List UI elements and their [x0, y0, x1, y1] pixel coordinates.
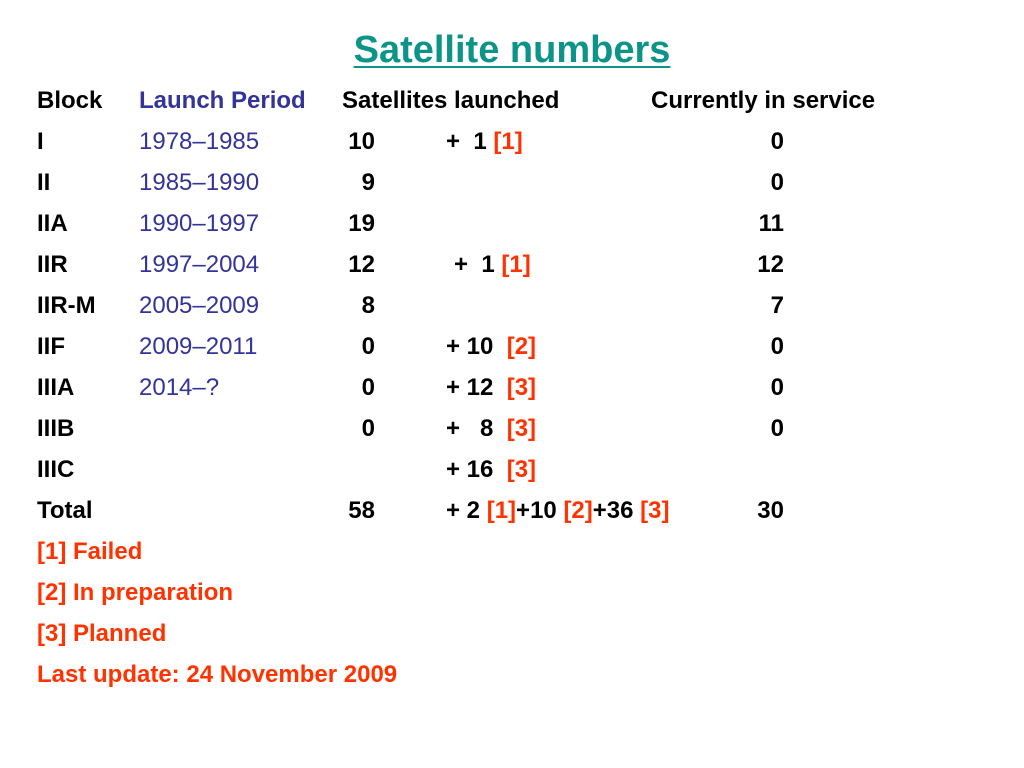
- period-cell: 1997–2004: [139, 251, 260, 278]
- total-label: Total: [37, 497, 93, 524]
- extra-count: + 1: [446, 128, 494, 155]
- service-cell: 0: [770, 415, 784, 442]
- extra-launch-cell: + 1 [1]: [446, 123, 523, 161]
- launched-cell: 0: [361, 374, 375, 401]
- launched-cell: 0: [361, 415, 375, 442]
- reference-note: [3]: [506, 415, 537, 442]
- service-cell: 0: [770, 128, 784, 155]
- reference-note: [1]: [493, 128, 523, 155]
- table-row: IIIC + 16 [3]: [0, 451, 1024, 489]
- extra-launch-cell: + 1 [1]: [454, 246, 531, 284]
- service-cell: 11: [758, 210, 784, 237]
- total-extra-launch: + 2 [1]+10 [2]+36 [3]: [446, 492, 670, 530]
- period-cell: 1985–1990: [139, 169, 260, 196]
- reference-note: [3]: [640, 497, 670, 524]
- period-cell: 2005–2009: [139, 292, 260, 319]
- reference-note: [2]: [506, 333, 537, 360]
- launched-cell: 12: [348, 251, 375, 278]
- period-cell: 2009–2011: [139, 333, 258, 360]
- extra-count: + 10: [446, 333, 507, 360]
- extra-launch-cell: + 10 [2]: [446, 328, 536, 366]
- table-row: IIF 2009–2011 0 + 10 [2] 0: [0, 328, 1024, 366]
- extra-launch-cell: + 16 [3]: [446, 451, 536, 489]
- table-row: IIIB 0 + 8 [3] 0: [0, 410, 1024, 448]
- service-cell: 7: [770, 292, 784, 319]
- launched-cell: 9: [361, 169, 375, 196]
- reference-note: [1]: [486, 497, 517, 524]
- extra-count: + 12: [446, 374, 507, 401]
- period-cell: 2014–?: [139, 374, 220, 401]
- table-row: I 1978–1985 10 + 1 [1] 0: [0, 123, 1024, 161]
- total-extra-planned: +36: [592, 497, 641, 524]
- block-cell: II: [37, 169, 51, 196]
- total-row: Total 58 + 2 [1]+10 [2]+36 [3] 30: [0, 492, 1024, 530]
- total-extra-failed: + 2: [446, 497, 487, 524]
- reference-note: [1]: [501, 251, 531, 278]
- table-row: IIIA 2014–? 0 + 12 [3] 0: [0, 369, 1024, 407]
- footnote-planned: [3] Planned: [37, 620, 167, 647]
- launched-cell: 10: [348, 128, 375, 155]
- total-service: 30: [757, 497, 784, 524]
- footnote-in-preparation: [2] In preparation: [37, 579, 234, 606]
- block-cell: IIR: [37, 251, 68, 278]
- extra-launch-cell: + 8 [3]: [446, 410, 536, 448]
- header-block: Block: [37, 87, 103, 114]
- header-launch-period: Launch Period: [139, 87, 306, 114]
- extra-count: + 8: [446, 415, 507, 442]
- block-cell: IIIB: [37, 415, 75, 442]
- reference-note: [3]: [506, 456, 537, 483]
- slide-title: Satellite numbers: [353, 29, 671, 71]
- service-cell: 0: [770, 333, 784, 360]
- table-header: Block Launch Period Satellites launched …: [0, 82, 1024, 120]
- block-cell: I: [37, 128, 44, 155]
- header-currently-in-service: Currently in service: [651, 87, 876, 114]
- launched-cell: 0: [361, 333, 375, 360]
- period-cell: 1978–1985: [139, 128, 260, 155]
- extra-count: + 1: [454, 251, 502, 278]
- service-cell: 12: [757, 251, 784, 278]
- total-extra-preparation: +10: [516, 497, 564, 524]
- header-satellites-launched: Satellites launched: [342, 87, 560, 114]
- service-cell: 0: [770, 169, 784, 196]
- block-cell: IIIA: [37, 374, 75, 401]
- table-row: IIR 1997–2004 12 + 1 [1] 12: [0, 246, 1024, 284]
- extra-count: + 16: [446, 456, 507, 483]
- table-row: IIA 1990–1997 19 11: [0, 205, 1024, 243]
- launched-cell: 8: [361, 292, 375, 319]
- service-cell: 0: [770, 374, 784, 401]
- last-update-note: Last update: 24 November 2009: [37, 661, 398, 688]
- total-launched: 58: [348, 497, 375, 524]
- block-cell: IIF: [37, 333, 65, 360]
- launched-cell: 19: [348, 210, 375, 237]
- footnote-failed: [1] Failed: [37, 538, 143, 565]
- block-cell: IIA: [37, 210, 68, 237]
- extra-launch-cell: + 12 [3]: [446, 369, 536, 407]
- table-row: IIR-M 2005–2009 8 7: [0, 287, 1024, 325]
- block-cell: IIIC: [37, 456, 75, 483]
- reference-note: [2]: [563, 497, 593, 524]
- reference-note: [3]: [506, 374, 537, 401]
- table-row: II 1985–1990 9 0: [0, 164, 1024, 202]
- block-cell: IIR-M: [37, 292, 96, 319]
- period-cell: 1990–1997: [139, 210, 260, 237]
